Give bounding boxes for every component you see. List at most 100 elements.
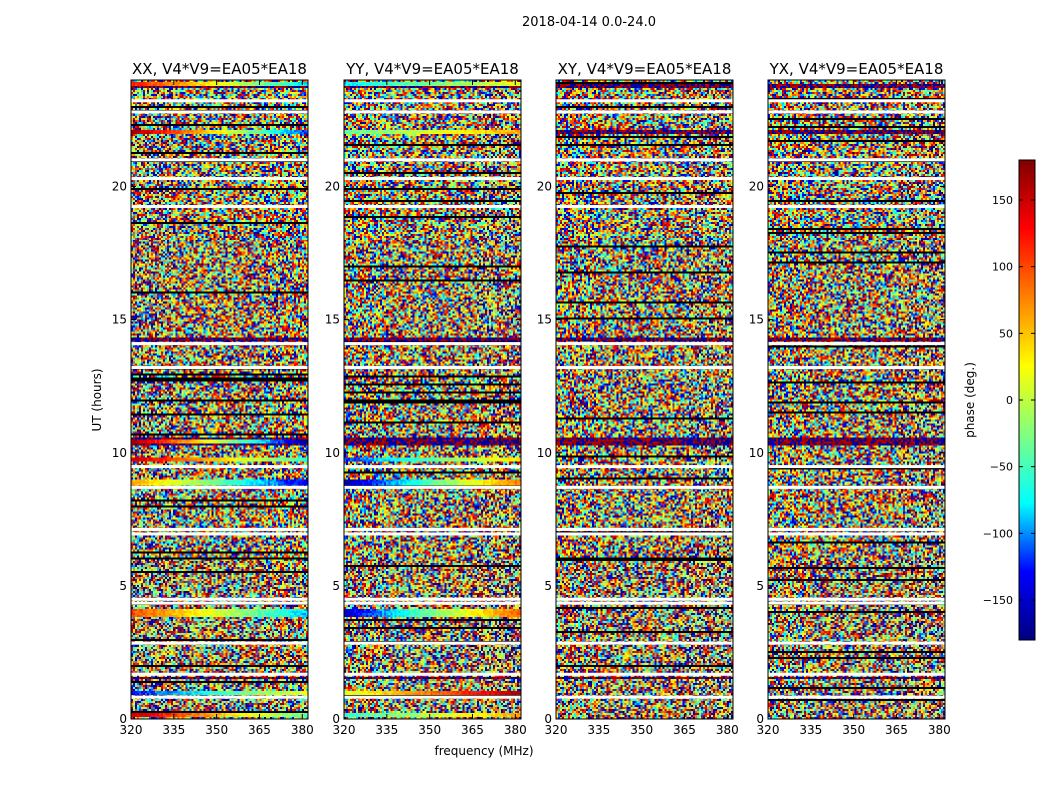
data-gap-1 [131,672,308,676]
x-tick-label: 320 [757,723,780,737]
data-gap-2 [768,641,945,645]
data-gap-6 [768,527,945,531]
data-gap-6 [344,527,521,531]
data-gap-8 [768,465,945,469]
heatmap-image-yy [344,80,521,719]
colorbar-ticks: 150 100 50 0 −50 −100 −150 [983,194,1035,607]
x-tick-label: 350 [842,723,865,737]
colorbar-tick-label: 150 [992,194,1013,207]
y-tick-label: 5 [119,579,127,593]
x-tick-label: 365 [885,723,908,737]
data-gap-11 [556,204,733,208]
x-tick-label: 350 [205,723,228,737]
y-tick-label: 15 [749,313,764,327]
y-axis-label: UT (hours) [90,368,104,431]
data-gap-7 [768,485,945,489]
data-gap-13 [344,158,521,162]
data-gap-7 [556,485,733,489]
y-tick-label: 15 [325,313,340,327]
colorbar-tick-label: −150 [983,594,1013,607]
colorbar-tick-label: −100 [983,527,1013,540]
panel-frame [555,79,734,720]
y-tick-label: 10 [537,446,552,460]
x-tick-label: 335 [375,723,398,737]
panel-xy: XY, V4*V9=EA05*EA18 320 335 350 365 380 0 5 10 15… [537,60,739,737]
x-tick-label: 335 [587,723,610,737]
x-tick-label: 335 [162,723,185,737]
colorbar-tick-label: −50 [990,461,1013,474]
data-gap-11 [344,204,521,208]
panel-frame [130,79,309,720]
data-gap-9 [131,366,308,370]
panels-group: XX, V4*V9=EA05*EA18 320 335 350 365 380 0 5 10 15… [112,60,951,737]
data-gap-1 [344,672,521,676]
data-gap-8 [344,465,521,469]
y-tick-label: 0 [756,712,764,726]
y-tick-label: 20 [537,180,552,194]
y-tick-label: 5 [756,579,764,593]
data-gap-14 [556,110,733,114]
data-gap-3 [556,601,733,605]
data-gap-15 [556,99,733,103]
data-gap-6 [556,527,733,531]
data-gap-11 [131,204,308,208]
colorbar-label: phase (deg.) [963,362,977,438]
y-tick-label: 10 [749,446,764,460]
heatmap-image-xy [556,80,733,719]
data-gap-0 [556,695,733,699]
data-gap-12 [131,177,308,181]
data-gap-0 [768,695,945,699]
y-tick-label: 20 [749,180,764,194]
x-tick-label: 320 [120,723,143,737]
data-gap-5 [131,532,308,536]
data-gap-2 [556,641,733,645]
heatmap-image-xx [131,80,308,719]
data-gap-2 [344,641,521,645]
y-tick-label: 0 [544,712,552,726]
panel-yx: YX, V4*V9=EA05*EA18 320 335 350 365 380 0 5 10 15… [749,60,951,737]
x-tick-label: 350 [630,723,653,737]
data-gap-8 [556,465,733,469]
x-tick-label: 380 [504,723,527,737]
data-gap-2 [131,641,308,645]
data-gap-14 [768,110,945,114]
y-tick-label: 20 [325,180,340,194]
data-gap-12 [556,177,733,181]
data-gap-9 [556,366,733,370]
heatmap-image-yx [768,80,945,719]
panel-title-yy: YY, V4*V9=EA05*EA18 [345,60,519,78]
data-gap-3 [131,601,308,605]
data-gap-10 [131,342,308,346]
panel-title-yx: YX, V4*V9=EA05*EA18 [769,60,944,78]
x-tick-label: 380 [291,723,314,737]
data-gap-10 [556,342,733,346]
x-tick-label: 365 [461,723,484,737]
data-gap-13 [768,158,945,162]
data-gap-13 [131,158,308,162]
data-gap-1 [556,672,733,676]
y-tick-label: 0 [332,712,340,726]
y-tick-label: 15 [112,313,127,327]
y-tick-label: 0 [119,712,127,726]
data-gap-12 [344,177,521,181]
panel-title-xx: XX, V4*V9=EA05*EA18 [132,60,307,78]
colorbar: 150 100 50 0 −50 −100 −150 phase (deg.) [963,159,1036,641]
panel-xx: XX, V4*V9=EA05*EA18 320 335 350 365 380 0 5 10 15… [112,60,314,737]
x-tick-label: 380 [716,723,739,737]
y-tick-label: 15 [537,313,552,327]
data-gap-8 [131,465,308,469]
data-gap-5 [344,532,521,536]
panel-frame [767,79,946,720]
figure-suptitle: 2018-04-14 0.0-24.0 [522,15,656,30]
x-tick-label: 380 [928,723,951,737]
data-gap-4 [556,597,733,601]
panel-title-xy: XY, V4*V9=EA05*EA18 [558,60,732,78]
x-tick-label: 350 [418,723,441,737]
panel-yy: YY, V4*V9=EA05*EA18 320 335 350 365 380 0 5 10 15… [325,60,527,737]
data-gap-15 [768,99,945,103]
y-tick-label: 10 [112,446,127,460]
data-gap-14 [131,110,308,114]
data-gap-10 [344,342,521,346]
